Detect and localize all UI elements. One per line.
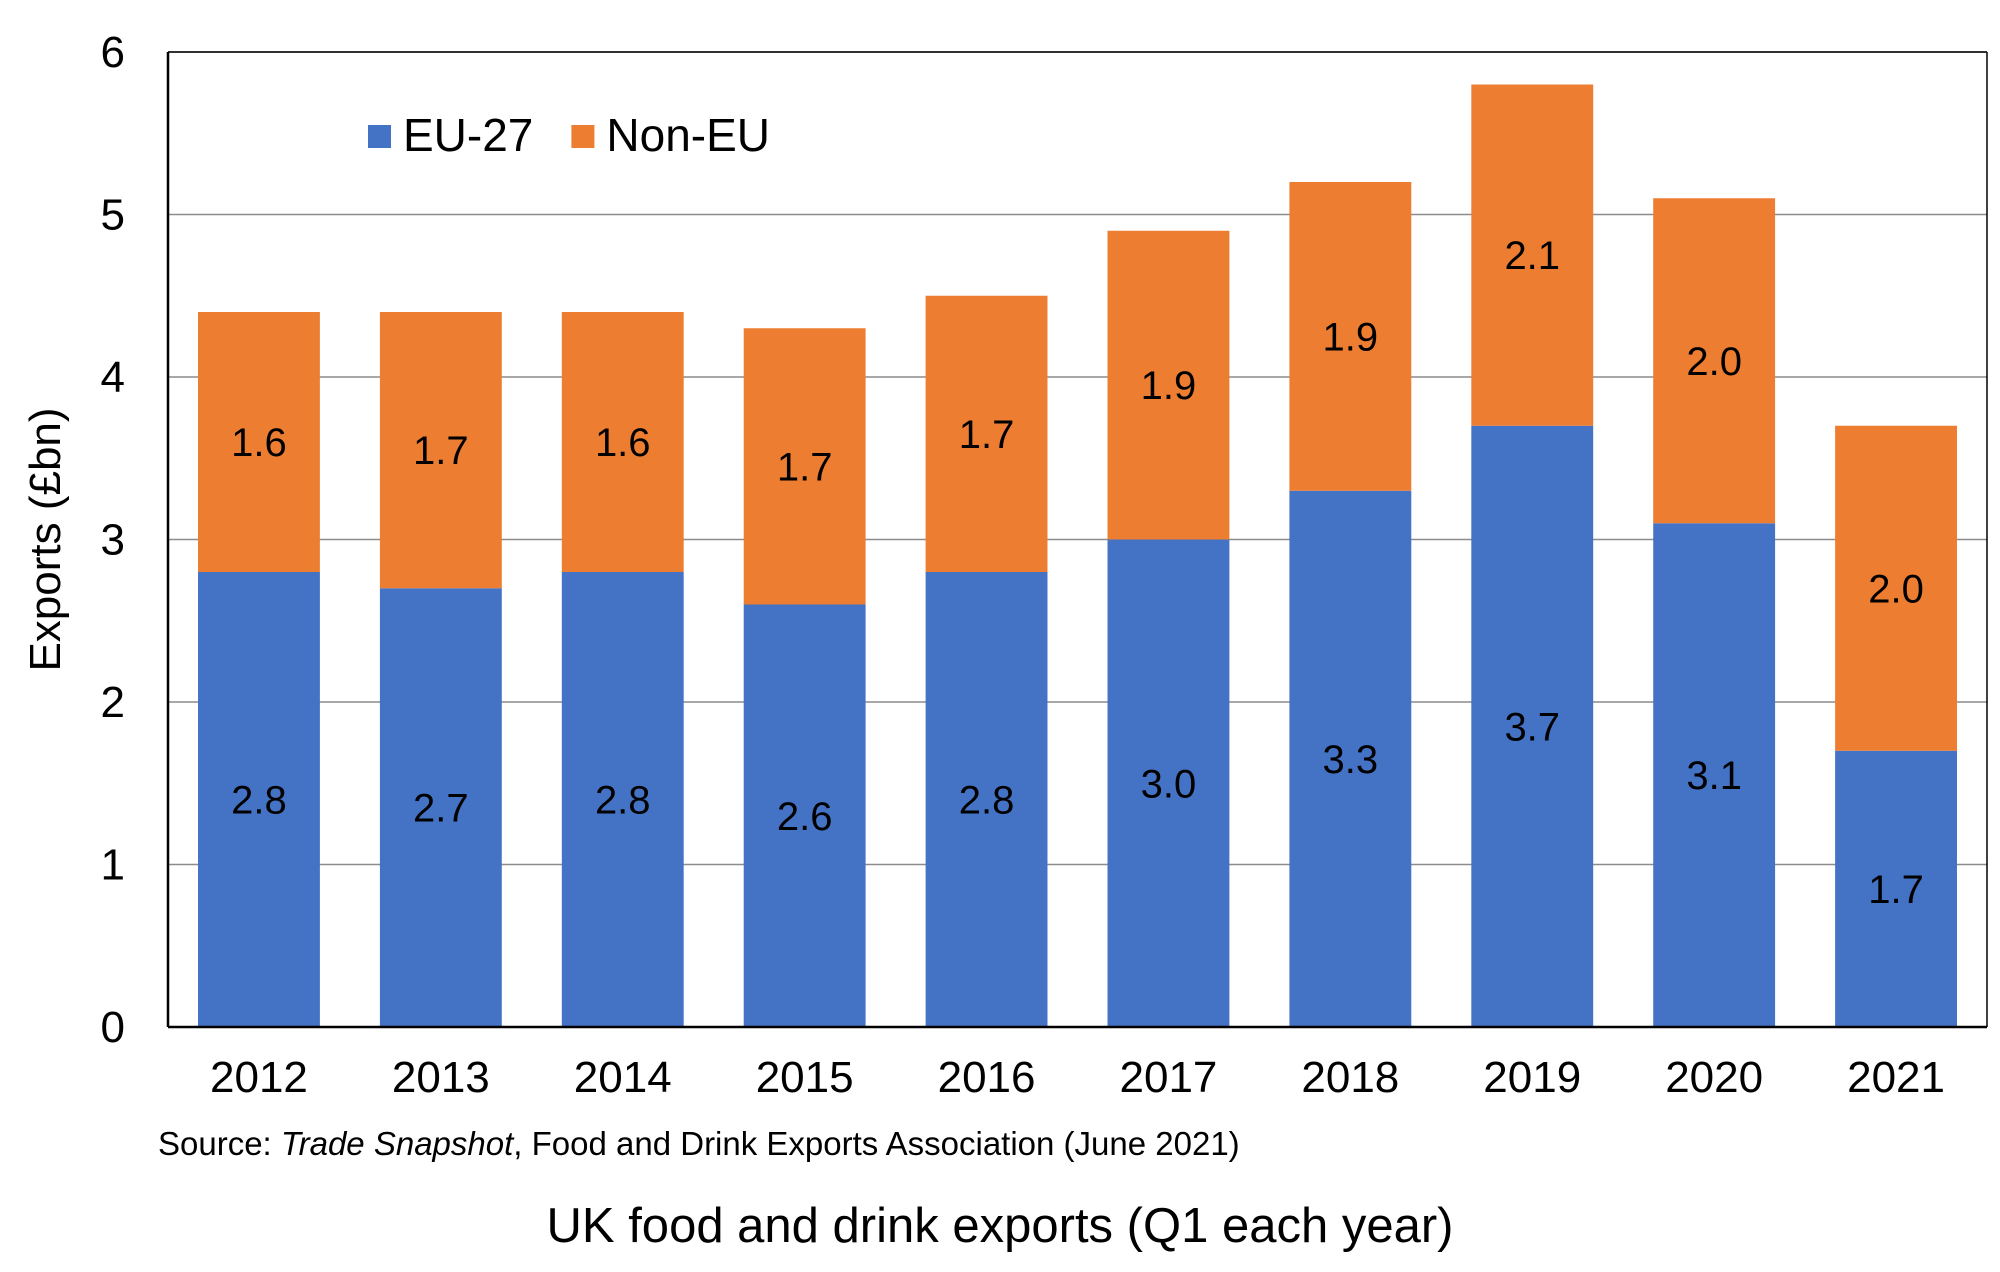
y-tick-label: 0 bbox=[101, 1003, 125, 1052]
data-label: 2.6 bbox=[777, 795, 833, 839]
data-label: 2.7 bbox=[413, 787, 469, 831]
bar-eu27 bbox=[743, 604, 866, 1027]
bars bbox=[198, 84, 1957, 1027]
y-tick-label: 5 bbox=[101, 191, 125, 240]
bar-eu27 bbox=[1471, 425, 1594, 1027]
data-label: 2.0 bbox=[1686, 340, 1742, 384]
bar-eu27 bbox=[379, 588, 502, 1027]
source-suffix: , Food and Drink Exports Association (Ju… bbox=[513, 1125, 1240, 1162]
data-label: 3.7 bbox=[1504, 705, 1560, 749]
data-labels: 2.8 1.6 2.7 1.7 2.8 1.6 2.6 1.7 2.8 1.7 3.0 1.9 3.3 1… bbox=[231, 234, 1924, 912]
x-tick-label: 2012 bbox=[210, 1053, 308, 1100]
source-prefix: Source: bbox=[158, 1125, 281, 1162]
legend-label: Non-EU bbox=[606, 109, 770, 161]
x-tick-labels: 2012 2013 2014 2015 2016 2017 2018 2019 2020 2021 bbox=[210, 1053, 1945, 1100]
data-label: 1.9 bbox=[1141, 364, 1197, 408]
y-tick-label: 2 bbox=[101, 678, 125, 727]
y-tick-label: 3 bbox=[101, 516, 125, 565]
data-label: 2.8 bbox=[959, 779, 1015, 823]
data-label: 1.7 bbox=[1868, 868, 1924, 912]
bar-non-eu bbox=[198, 312, 320, 572]
axes bbox=[166, 51, 1988, 1029]
bar-non-eu bbox=[561, 312, 684, 572]
x-tick-label: 2018 bbox=[1301, 1053, 1399, 1100]
data-label: 1.9 bbox=[1323, 315, 1379, 359]
bar-non-eu bbox=[1653, 198, 1776, 524]
data-label: 3.1 bbox=[1686, 754, 1742, 798]
legend-label: EU-27 bbox=[403, 109, 533, 161]
bar-non-eu bbox=[1835, 425, 1957, 751]
y-tick-label: 6 bbox=[101, 28, 125, 77]
bar-non-eu bbox=[925, 295, 1048, 572]
y-tick-label: 1 bbox=[101, 841, 125, 890]
x-tick-label: 2013 bbox=[392, 1053, 490, 1100]
bar-eu27 bbox=[925, 572, 1048, 1027]
data-label: 2.8 bbox=[595, 779, 651, 823]
bar-eu27 bbox=[1107, 539, 1230, 1027]
bar-eu27 bbox=[1289, 490, 1412, 1027]
bar-eu27 bbox=[1835, 750, 1957, 1027]
bar-non-eu bbox=[743, 328, 866, 605]
bar-eu27 bbox=[561, 572, 684, 1027]
stacked-bar-chart: 0 1 2 3 4 5 6 2012 2013 2014 2015 2016 2017 2018 2019… bbox=[21, 28, 1988, 1100]
data-label: 1.7 bbox=[413, 429, 469, 473]
legend-swatch-eu27 bbox=[368, 125, 391, 148]
bar-non-eu bbox=[1107, 230, 1230, 540]
legend-swatch-non-eu bbox=[571, 125, 595, 148]
x-tick-label: 2016 bbox=[938, 1053, 1036, 1100]
x-tick-label: 2014 bbox=[574, 1053, 672, 1100]
data-label: 3.0 bbox=[1141, 762, 1197, 806]
bar-non-eu bbox=[1471, 84, 1594, 426]
bar-eu27 bbox=[198, 572, 320, 1027]
x-tick-label: 2017 bbox=[1120, 1053, 1218, 1100]
x-tick-label: 2020 bbox=[1665, 1053, 1763, 1100]
data-label: 1.6 bbox=[231, 421, 287, 465]
data-label: 1.7 bbox=[959, 413, 1015, 457]
y-tick-label: 4 bbox=[101, 353, 125, 402]
x-tick-label: 2021 bbox=[1847, 1053, 1945, 1100]
data-label: 2.8 bbox=[231, 779, 287, 823]
data-label: 2.0 bbox=[1868, 567, 1924, 611]
y-axis-label: Exports (£bn) bbox=[21, 407, 70, 671]
data-label: 3.3 bbox=[1323, 738, 1379, 782]
x-tick-label: 2015 bbox=[756, 1053, 854, 1100]
data-label: 2.1 bbox=[1504, 234, 1560, 278]
data-label: 1.6 bbox=[595, 421, 651, 465]
bar-eu27 bbox=[1653, 523, 1776, 1027]
source-note: Source: Trade Snapshot, Food and Drink E… bbox=[158, 1125, 1240, 1163]
legend: EU-27 Non-EU bbox=[368, 109, 770, 161]
source-title: Trade Snapshot bbox=[280, 1125, 514, 1162]
y-tick-labels: 0 1 2 3 4 5 6 bbox=[101, 28, 125, 1052]
data-label: 1.7 bbox=[777, 445, 833, 489]
bar-non-eu bbox=[1289, 182, 1412, 491]
chart-caption: UK food and drink exports (Q1 each year) bbox=[546, 1199, 1454, 1253]
x-tick-label: 2019 bbox=[1483, 1053, 1581, 1100]
bar-non-eu bbox=[379, 312, 502, 589]
